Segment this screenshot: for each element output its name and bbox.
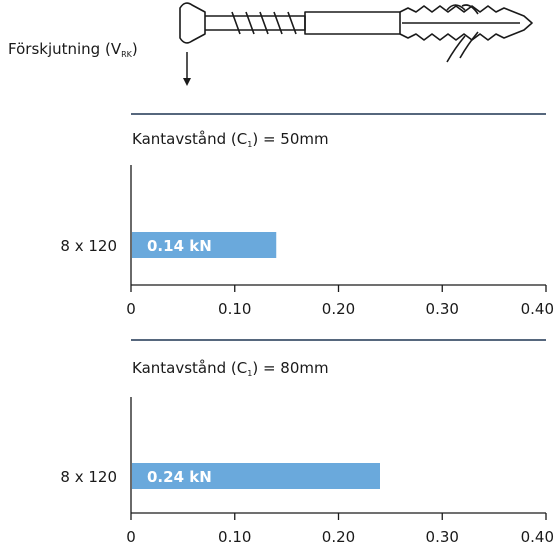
- x-tick-label: 0.20: [322, 528, 355, 546]
- shear-arrow-icon: [183, 52, 191, 86]
- data-label: 0.24 kN: [147, 468, 212, 486]
- plug-barb-bottom: [446, 31, 479, 63]
- shear-label: Förskjutning (VRK): [8, 40, 138, 59]
- x-tick-label: 0.10: [218, 300, 251, 318]
- x-tick-label: 0.30: [426, 528, 459, 546]
- plug-expansion: [399, 5, 533, 41]
- data-label: 0.14 kN: [147, 237, 212, 255]
- x-tick-label: 0: [126, 300, 136, 318]
- x-tick-label: 0.10: [218, 528, 251, 546]
- plug-barb-top: [446, 4, 479, 15]
- screw-thread: [231, 11, 297, 35]
- category-label: 8 x 120: [60, 237, 117, 255]
- plug-sleeve: [304, 11, 401, 35]
- screw-head: [179, 2, 206, 44]
- x-tick-label: 0: [126, 528, 136, 546]
- category-label: 8 x 120: [60, 468, 117, 486]
- x-tick-label: 0.30: [426, 300, 459, 318]
- x-tick-label: 0.40: [521, 300, 554, 318]
- bar: [132, 232, 277, 258]
- x-tick-label: 0.40: [521, 528, 554, 546]
- bar: [132, 463, 380, 489]
- chart-title: Kantavstånd (C1) = 50mm: [132, 130, 329, 149]
- chart-panel-1: Kantavstånd (C1) = 50mm 8 x 120 0.14 kN 0 0…: [60, 113, 554, 318]
- anchor-illustration: [179, 2, 533, 63]
- chart-title: Kantavstånd (C1) = 80mm: [132, 359, 329, 378]
- chart-panel-2: Kantavstånd (C1) = 80mm 8 x 120 0.24 kN 0 0…: [60, 339, 554, 546]
- x-tick-label: 0.20: [322, 300, 355, 318]
